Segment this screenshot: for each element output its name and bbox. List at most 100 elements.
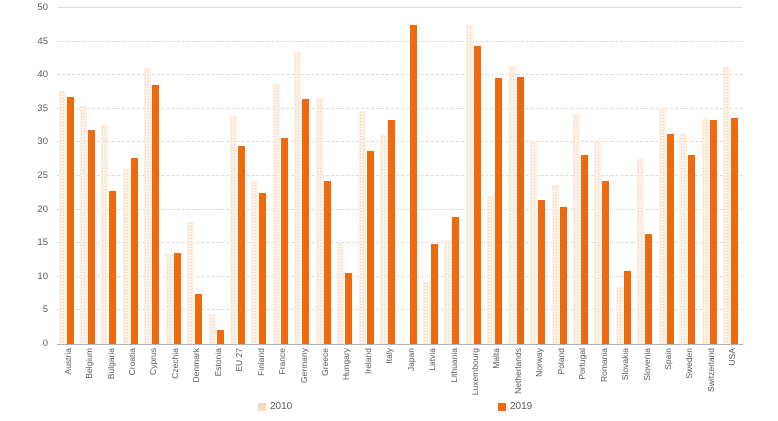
bar-group-switzerland	[700, 8, 721, 344]
bar-2010-belgium	[79, 106, 87, 344]
gridline-35	[57, 107, 743, 109]
x-label-romania: Romania	[598, 348, 609, 383]
bar-2019-eu-27	[238, 145, 245, 344]
bar-group-croatia	[121, 8, 142, 344]
y-tick-label-50: 50	[37, 2, 48, 13]
bar-2019-estonia	[216, 329, 224, 344]
legend-item-2010: 2010	[258, 401, 292, 412]
bar-group-belgium	[78, 8, 99, 344]
y-tick-label-30: 30	[37, 136, 48, 148]
bar-2010-ireland	[358, 110, 366, 344]
x-label-finland: Finland	[255, 348, 266, 376]
x-label-cell-eu-27: EU 27	[229, 348, 250, 406]
x-label-cell-ireland: Ireland	[357, 348, 378, 406]
y-tick-label-25: 25	[37, 170, 48, 181]
bar-2010-malta	[487, 196, 495, 344]
bar-2019-slovenia	[645, 233, 653, 344]
x-label-cell-slovakia: Slovakia	[614, 348, 635, 406]
bar-2010-austria	[58, 91, 66, 344]
x-label-austria: Austria	[62, 348, 73, 375]
bar-group-slovakia	[614, 8, 635, 344]
x-label-germany: Germany	[298, 348, 309, 383]
y-tick-label-20: 20	[37, 203, 48, 215]
chart-legend: 2010 2019	[0, 401, 778, 415]
x-label-slovakia: Slovakia	[620, 348, 631, 381]
bar-2019-malta	[495, 77, 503, 344]
x-label-cell-spain: Spain	[657, 348, 678, 406]
bar-group-poland	[550, 8, 571, 344]
x-label-slovenia: Slovenia	[641, 348, 652, 381]
x-label-netherlands: Netherlands	[512, 348, 523, 394]
bar-2019-france	[280, 137, 288, 344]
bar-2010-estonia	[208, 314, 216, 344]
x-label-cell-france: France	[271, 348, 292, 406]
gridline-30	[57, 141, 743, 143]
bar-group-sweden	[679, 8, 700, 344]
x-label-cell-germany: Germany	[293, 348, 314, 406]
x-label-cell-lithuania: Lithuania	[443, 348, 464, 406]
bar-group-luxembourg	[464, 8, 485, 344]
bar-2019-usa	[731, 117, 739, 344]
x-label-cell-italy: Italy	[379, 348, 400, 406]
x-label-usa: USA	[727, 348, 738, 366]
bar-2010-slovakia	[615, 286, 623, 344]
gridline-45	[57, 40, 743, 42]
x-label-switzerland: Switzerland	[705, 348, 716, 392]
x-label-cell-luxembourg: Luxembourg	[464, 348, 485, 406]
bar-2010-france	[272, 83, 280, 344]
x-label-malta: Malta	[491, 348, 502, 369]
x-label-cell-romania: Romania	[593, 348, 614, 406]
x-label-cell-finland: Finland	[250, 348, 271, 406]
legend-swatch-2010	[258, 402, 266, 411]
gridline-10	[57, 275, 743, 277]
x-label-spain: Spain	[662, 348, 673, 370]
bar-2010-hungary	[337, 243, 345, 344]
y-axis: 0 5 10 15 20 25 30 35 40 45 50	[0, 0, 48, 360]
bar-2019-latvia	[430, 243, 438, 344]
bar-group-japan	[400, 8, 421, 344]
bar-group-norway	[529, 8, 550, 344]
gridline-15	[57, 242, 743, 244]
bar-2010-germany	[294, 52, 302, 344]
bar-2010-eu-27	[230, 115, 237, 344]
x-label-latvia: Latvia	[427, 348, 438, 371]
bar-group-latvia	[421, 8, 442, 344]
bar-2010-cyprus	[144, 67, 152, 344]
bar-group-portugal	[572, 8, 593, 344]
x-label-cell-greece: Greece	[314, 348, 335, 406]
bar-2010-netherlands	[508, 65, 516, 344]
bar-2010-sweden	[680, 134, 688, 344]
bar-2019-finland	[259, 192, 267, 344]
x-label-italy: Italy	[384, 348, 395, 364]
bar-2010-greece	[315, 98, 323, 344]
bar-2019-luxembourg	[473, 45, 481, 344]
bar-group-italy	[379, 8, 400, 344]
bar-group-usa	[722, 8, 743, 344]
x-label-bulgaria: Bulgaria	[105, 348, 116, 380]
x-label-cell-netherlands: Netherlands	[507, 348, 528, 406]
x-label-estonia: Estonia	[212, 348, 223, 377]
legend-swatch-2019	[498, 402, 506, 411]
bar-2010-italy	[380, 135, 388, 344]
bar-group-spain	[657, 8, 678, 344]
x-label-croatia: Croatia	[127, 348, 138, 376]
x-label-lithuania: Lithuania	[448, 348, 459, 383]
bar-group-czechia	[164, 8, 185, 344]
x-label-cell-slovenia: Slovenia	[636, 348, 657, 406]
x-label-france: France	[277, 348, 288, 375]
bar-group-denmark	[186, 8, 207, 344]
x-label-norway: Norway	[534, 348, 545, 377]
bar-2019-ireland	[366, 151, 374, 344]
gridline-50	[57, 7, 743, 8]
x-label-belgium: Belgium	[84, 348, 95, 379]
x-label-cell-portugal: Portugal	[572, 348, 593, 406]
bar-2019-croatia	[130, 157, 138, 344]
bar-2019-lithuania	[452, 217, 460, 344]
y-tick-label-40: 40	[37, 69, 48, 81]
x-label-cell-estonia: Estonia	[207, 348, 228, 406]
y-tick-label-35: 35	[37, 102, 48, 114]
bar-group-lithuania	[443, 8, 464, 344]
x-label-poland: Poland	[555, 348, 566, 375]
bar-2019-norway	[538, 199, 546, 344]
x-label-denmark: Denmark	[191, 348, 202, 383]
